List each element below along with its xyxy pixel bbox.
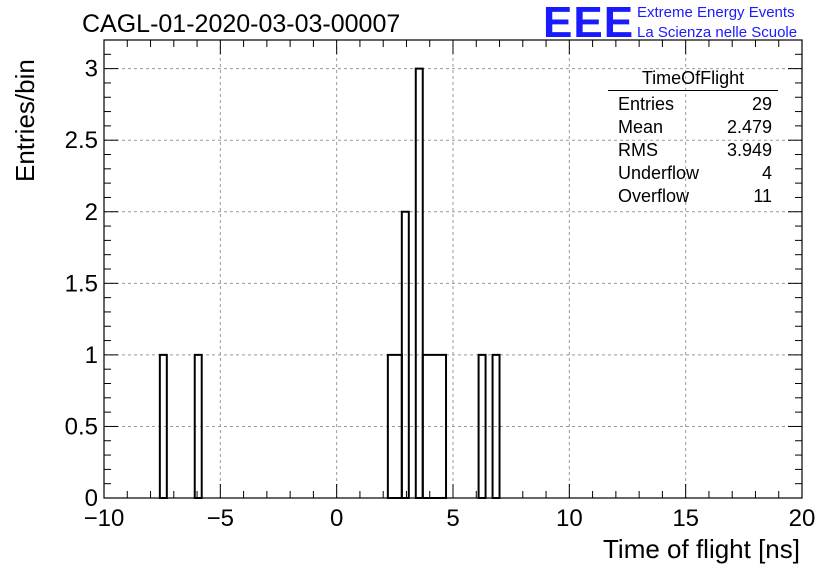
stats-label: Underflow [618, 163, 700, 183]
stats-value: 2.479 [726, 117, 772, 137]
stats-box: TimeOfFlight Entries 29 Mean 2.479 RMS 3… [608, 66, 778, 208]
y-tick-label: 1.5 [65, 270, 98, 297]
stats-row-mean: Mean 2.479 [608, 116, 778, 139]
stats-value: 3.949 [726, 140, 772, 160]
stats-label: Entries [618, 94, 675, 114]
stats-row-underflow: Underflow 4 [608, 162, 778, 185]
y-tick-label: 0.5 [65, 413, 98, 440]
x-axis-label: Time of flight [ns] [603, 534, 800, 564]
stats-label: Mean [618, 117, 664, 137]
x-tick-label: 10 [556, 505, 583, 532]
histogram-bin [421, 353, 448, 499]
histogram-bin [491, 353, 501, 499]
y-tick-label: 2.5 [65, 127, 98, 154]
x-tick-label: 0 [330, 505, 343, 532]
histogram-bin [400, 210, 410, 499]
x-tick-label: 20 [789, 505, 816, 532]
y-tick-label: 0 [85, 485, 98, 512]
stats-row-overflow: Overflow 11 [608, 185, 778, 208]
x-tick-label: −10 [84, 505, 125, 532]
histogram-bin [477, 353, 487, 499]
stats-label: Overflow [618, 186, 690, 206]
logo-line-2: La Scienza nelle Scuole [637, 24, 798, 41]
y-axis-label: Entries/bin [10, 59, 40, 182]
stats-row-entries: Entries 29 [608, 93, 778, 116]
stats-value: 4 [761, 163, 772, 183]
stats-value: 29 [751, 94, 772, 114]
eee-logo: EEE [543, 0, 635, 47]
x-tick-label: −5 [207, 505, 234, 532]
stats-label: RMS [618, 140, 658, 160]
histogram-bin [193, 353, 203, 499]
stats-title: TimeOfFlight [608, 66, 778, 91]
y-tick-label: 3 [85, 56, 98, 83]
y-tick-label: 2 [85, 199, 98, 226]
histogram-bin [414, 67, 424, 499]
stats-row-rms: RMS 3.949 [608, 139, 778, 162]
chart-title: CAGL-01-2020-03-03-00007 [82, 10, 401, 38]
histogram-bin [158, 353, 168, 499]
logo-line-1: Extreme Energy Events [637, 4, 795, 21]
stats-value: 11 [753, 186, 772, 206]
x-tick-label: 15 [672, 505, 699, 532]
y-tick-label: 1 [85, 342, 98, 369]
x-tick-label: 5 [446, 505, 459, 532]
